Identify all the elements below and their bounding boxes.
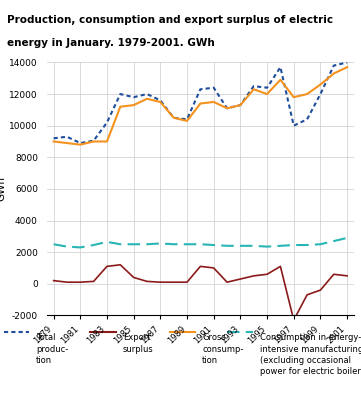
Text: Export
surplus: Export surplus xyxy=(123,333,153,354)
Text: energy in January. 1979-2001. GWh: energy in January. 1979-2001. GWh xyxy=(7,38,215,49)
Text: Production, consumption and export surplus of electric: Production, consumption and export surpl… xyxy=(7,15,333,25)
Text: Gross
consump-
tion: Gross consump- tion xyxy=(202,333,244,365)
Text: Consumption in energy-
intensive manufacturing
(excluding occasional
power for e: Consumption in energy- intensive manufac… xyxy=(260,333,361,376)
Y-axis label: GWh: GWh xyxy=(0,176,6,202)
Text: Total
produc-
tion: Total produc- tion xyxy=(36,333,68,365)
